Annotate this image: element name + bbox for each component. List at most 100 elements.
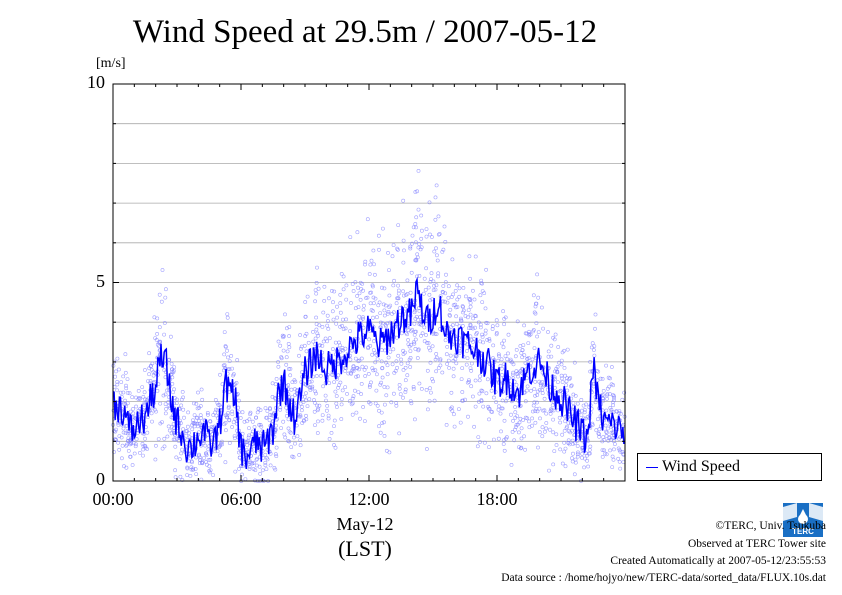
scatter-point bbox=[570, 456, 574, 461]
scatter-point bbox=[201, 441, 206, 446]
scatter-point bbox=[391, 391, 396, 396]
scatter-point bbox=[145, 430, 150, 435]
scatter-point bbox=[197, 453, 201, 458]
scatter-point bbox=[502, 322, 507, 327]
scatter-point bbox=[564, 379, 569, 384]
scatter-point bbox=[500, 372, 504, 377]
scatter-point bbox=[323, 393, 328, 398]
scatter-point bbox=[162, 332, 167, 337]
scatter-point bbox=[320, 413, 325, 418]
scatter-point bbox=[162, 321, 167, 325]
scatter-point bbox=[253, 468, 258, 473]
scatter-point bbox=[340, 345, 345, 350]
scatter-point bbox=[155, 388, 160, 393]
scatter-point bbox=[535, 272, 540, 277]
scatter-point bbox=[351, 368, 356, 373]
scatter-point bbox=[317, 323, 322, 328]
scatter-point bbox=[287, 439, 292, 444]
scatter-point bbox=[483, 331, 488, 336]
scatter-point bbox=[374, 388, 379, 393]
scatter-point bbox=[541, 384, 546, 389]
scatter-point bbox=[247, 433, 251, 438]
scatter-point bbox=[344, 297, 349, 302]
scatter-point bbox=[371, 368, 376, 373]
scatter-point bbox=[218, 453, 223, 458]
scatter-point bbox=[383, 303, 388, 308]
scatter-point bbox=[259, 424, 264, 429]
scatter-point bbox=[440, 289, 445, 294]
scatter-point bbox=[290, 395, 295, 400]
scatter-point bbox=[405, 361, 410, 366]
scatter-point bbox=[616, 446, 621, 451]
scatter-point bbox=[315, 408, 320, 413]
scatter-point bbox=[208, 457, 213, 462]
scatter-point bbox=[371, 248, 376, 253]
scatter-point bbox=[298, 413, 303, 418]
scatter-point bbox=[260, 468, 265, 473]
scatter-point bbox=[318, 373, 323, 378]
scatter-point bbox=[313, 336, 318, 341]
scatter-point bbox=[461, 285, 466, 290]
scatter-point bbox=[536, 330, 541, 335]
scatter-point bbox=[229, 353, 234, 358]
scatter-point bbox=[232, 434, 237, 439]
scatter-point bbox=[338, 349, 342, 354]
scatter-point bbox=[127, 439, 132, 444]
footer-observed: Observed at TERC Tower site bbox=[687, 538, 826, 550]
scatter-point bbox=[305, 294, 310, 299]
scatter-point bbox=[284, 413, 289, 418]
scatter-point bbox=[611, 457, 616, 462]
scatter-point bbox=[298, 346, 303, 351]
scatter-point bbox=[223, 344, 228, 349]
scatter-point bbox=[409, 270, 414, 275]
scatter-point bbox=[208, 419, 213, 423]
scatter-point bbox=[372, 339, 376, 344]
scatter-point bbox=[449, 390, 454, 395]
scatter-point bbox=[562, 440, 567, 445]
scatter-point bbox=[454, 354, 459, 358]
scatter-point bbox=[514, 347, 519, 352]
scatter-point bbox=[387, 268, 391, 273]
scatter-point bbox=[263, 452, 268, 457]
scatter-point bbox=[220, 442, 225, 447]
scatter-point bbox=[386, 355, 391, 360]
scatter-point bbox=[564, 383, 569, 388]
scatter-point bbox=[369, 258, 374, 263]
scatter-point bbox=[432, 398, 437, 403]
scatter-point bbox=[534, 301, 539, 306]
scatter-point bbox=[601, 398, 606, 403]
scatter-point bbox=[514, 423, 519, 427]
scatter-point bbox=[457, 294, 462, 299]
scatter-point bbox=[472, 297, 477, 302]
scatter-point bbox=[184, 433, 189, 438]
scatter-point bbox=[445, 300, 450, 305]
scatter-point bbox=[174, 455, 179, 460]
scatter-point bbox=[392, 278, 397, 283]
scatter-point bbox=[395, 246, 400, 251]
scatter-point bbox=[428, 390, 433, 395]
scatter-point bbox=[546, 354, 551, 359]
scatter-point bbox=[204, 453, 209, 457]
scatter-point bbox=[470, 326, 475, 331]
scatter-point bbox=[311, 339, 316, 344]
scatter-point bbox=[225, 413, 230, 418]
chart-title: Wind Speed at 29.5m / 2007-05-12 bbox=[132, 14, 598, 50]
scatter-point bbox=[563, 373, 568, 378]
scatter-point bbox=[348, 357, 353, 362]
scatter-point bbox=[593, 312, 598, 317]
scatter-point bbox=[240, 410, 245, 415]
scatter-point bbox=[327, 336, 332, 341]
scatter-point bbox=[246, 435, 251, 440]
scatter-point bbox=[431, 279, 436, 284]
scatter-point bbox=[120, 443, 125, 448]
scatter-point bbox=[320, 343, 325, 348]
y-tick-label: 0 bbox=[96, 469, 105, 489]
scatter-point bbox=[603, 451, 608, 456]
scatter-point bbox=[242, 419, 247, 424]
scatter-point bbox=[490, 327, 495, 331]
scatter-point bbox=[115, 356, 120, 361]
scatter-point bbox=[572, 472, 577, 477]
scatter-point bbox=[494, 330, 499, 335]
scatter-point bbox=[415, 189, 420, 194]
scatter-point bbox=[534, 321, 539, 326]
